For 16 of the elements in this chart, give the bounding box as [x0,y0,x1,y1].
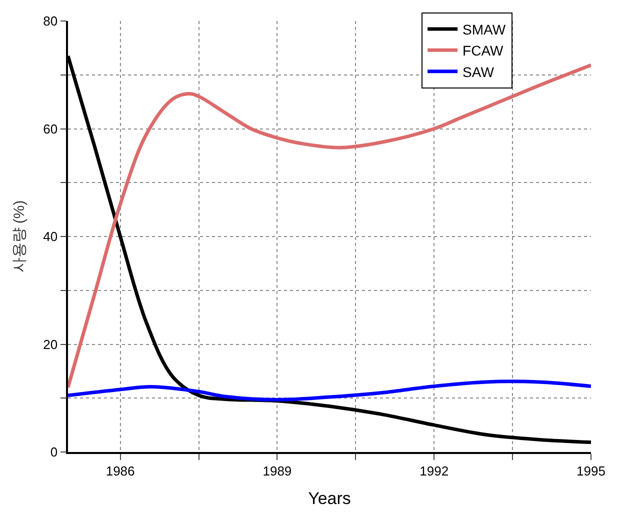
y-tick-label: 80 [43,14,58,29]
y-axis-title: 사용량 (%) [10,200,28,273]
x-tick-label: 1986 [106,463,135,478]
legend-label: FCAW [462,42,504,59]
legend-label: SMAW [462,21,506,38]
x-tick-label: 1995 [576,463,606,478]
y-tick-label: 40 [43,229,58,244]
y-tick-label: 20 [43,336,58,352]
line-series [68,380,591,402]
line-series [68,63,591,390]
y-tick-label: 60 [43,121,58,136]
legend-label: SAW [462,64,495,80]
x-tick-label: 1989 [262,463,292,478]
x-axis-title: Years [308,489,351,508]
y-tick-label: 0 [50,444,58,460]
x-tick-label: 1992 [420,463,449,478]
